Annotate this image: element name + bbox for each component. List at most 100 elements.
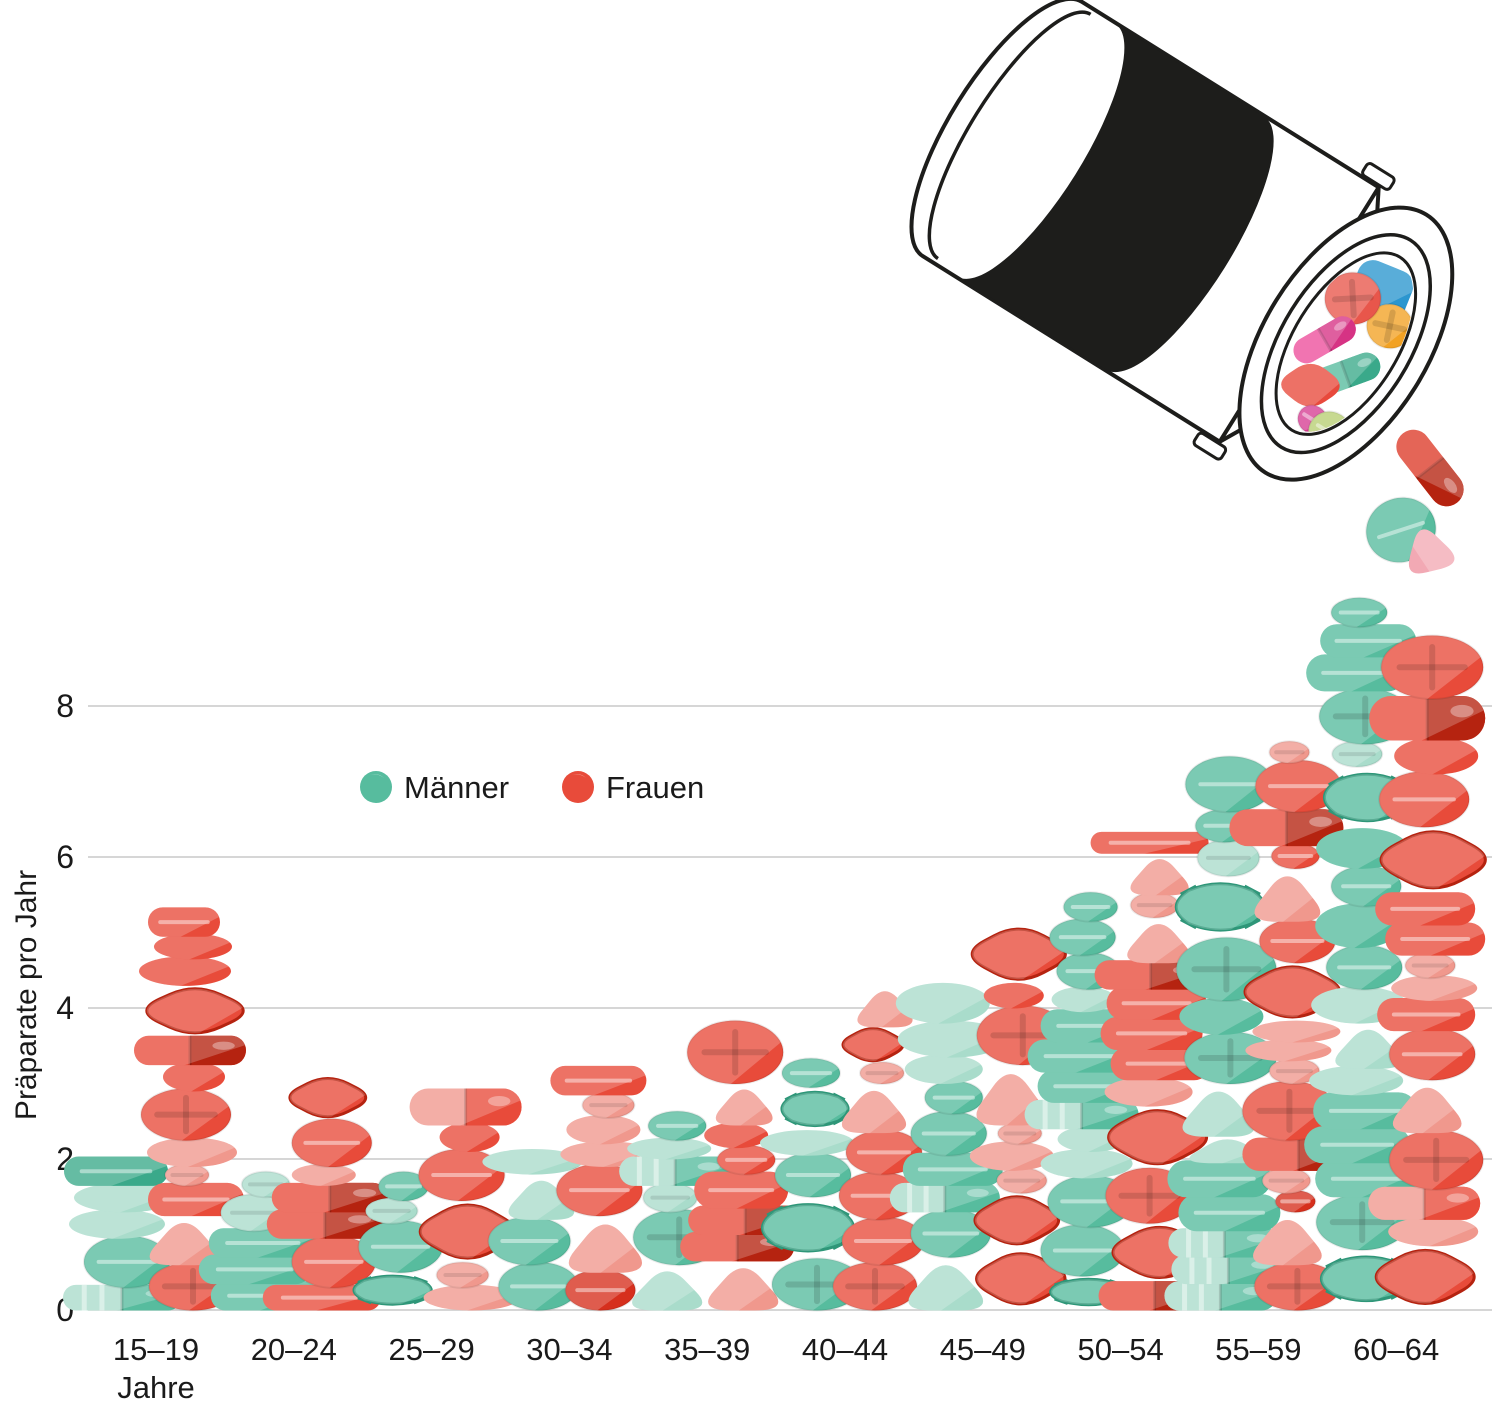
diamond-pill-icon bbox=[970, 927, 1067, 981]
stack-frauen-20-24 bbox=[262, 1077, 388, 1311]
legend: Männer Frauen bbox=[360, 770, 704, 805]
oval-pill-icon bbox=[423, 1284, 520, 1311]
circle-pill-icon bbox=[564, 1268, 637, 1312]
pill-pill-icon bbox=[262, 1284, 381, 1311]
circle-pill-icon bbox=[1268, 1057, 1321, 1086]
oval-pill-icon bbox=[904, 1054, 983, 1084]
circle-pill-icon bbox=[1196, 838, 1261, 878]
circle-pill-icon bbox=[164, 1163, 210, 1187]
oval-pill-icon bbox=[760, 1130, 854, 1156]
capsule-pill-icon bbox=[889, 1182, 1000, 1213]
cross-pill-icon bbox=[1388, 1129, 1485, 1191]
oval-pill-icon bbox=[704, 1122, 769, 1149]
cross-pill-icon bbox=[1380, 634, 1485, 700]
circle-pill-icon bbox=[377, 1170, 430, 1203]
pill-bottle-illustration bbox=[909, 0, 1471, 582]
diamond-pill-icon bbox=[1280, 362, 1341, 408]
diamond-pill-icon bbox=[841, 1027, 905, 1063]
capsule-pill-icon bbox=[1164, 1281, 1277, 1311]
triangle-pill-icon bbox=[1130, 859, 1189, 896]
pill-bottle bbox=[909, 0, 1455, 482]
circle-pill-icon bbox=[996, 1121, 1043, 1146]
legend-label: Männer bbox=[404, 770, 509, 805]
oval-pill-icon bbox=[1309, 1065, 1404, 1096]
triangle-pill-icon bbox=[1253, 1220, 1322, 1266]
oval-pill-icon bbox=[895, 982, 990, 1024]
legend-swatch-pill-icon bbox=[360, 771, 392, 803]
circle-pill-icon bbox=[364, 1197, 419, 1225]
oval-pill-icon bbox=[291, 1164, 356, 1186]
oval-pill-icon bbox=[1391, 975, 1478, 1001]
stack-frauen-25-29 bbox=[409, 1088, 522, 1311]
capsule-pill-icon bbox=[1229, 809, 1344, 847]
capsule-pill-icon bbox=[1288, 311, 1361, 369]
x-axis-label: 20–24 bbox=[251, 1332, 337, 1367]
capsule-pill-icon bbox=[134, 1035, 246, 1066]
circle-pill-icon bbox=[290, 1117, 373, 1169]
triangle-pill-icon bbox=[708, 1268, 779, 1311]
pill-pill-icon bbox=[1375, 892, 1476, 926]
pill-pill-icon bbox=[64, 1156, 168, 1186]
stack-frauen-60-64 bbox=[1368, 634, 1487, 1305]
circle-pill-icon bbox=[1325, 944, 1404, 991]
oval-pill-icon bbox=[1104, 1077, 1193, 1107]
pill-pill-icon bbox=[148, 907, 220, 937]
capsule-pill-icon bbox=[1368, 1186, 1481, 1220]
circle-pill-icon bbox=[642, 1181, 699, 1214]
x-axis-label: 30–34 bbox=[526, 1332, 612, 1367]
pill-pill-icon bbox=[1167, 1160, 1272, 1198]
circle-pill-icon bbox=[1330, 596, 1389, 629]
x-axis-label: 25–29 bbox=[388, 1332, 474, 1367]
oval-pill-icon bbox=[1394, 737, 1479, 775]
oval-pill-icon bbox=[1245, 1039, 1332, 1062]
oval-pill-icon bbox=[1179, 997, 1264, 1035]
pill-stacks bbox=[63, 596, 1487, 1312]
legend-item-maenner: Männer bbox=[360, 770, 509, 805]
pill-pill-icon bbox=[1027, 1039, 1134, 1073]
oval-pill-icon bbox=[147, 1137, 237, 1168]
pill-pill-icon bbox=[694, 1171, 789, 1209]
stack-maenner-40-44 bbox=[760, 1057, 863, 1312]
cross-pill-icon bbox=[686, 1019, 785, 1086]
circle-pill-icon bbox=[859, 1061, 905, 1085]
x-axis-label: 40–44 bbox=[802, 1332, 888, 1367]
x-axis-label: 15–19 bbox=[113, 1332, 199, 1367]
x-axis-label: 50–54 bbox=[1077, 1332, 1163, 1367]
oval-pill-icon bbox=[1040, 1148, 1133, 1179]
bottle-cap-tab bbox=[1192, 431, 1228, 461]
diamond-pill-icon bbox=[973, 1195, 1061, 1246]
circle-pill-icon bbox=[1062, 891, 1119, 923]
x-axis-label: 45–49 bbox=[940, 1332, 1026, 1367]
circle-pill-icon bbox=[1261, 1166, 1312, 1195]
legend-label: Frauen bbox=[606, 770, 704, 805]
diamond-pill-icon bbox=[975, 1252, 1067, 1306]
y-tick-label-4: 4 bbox=[56, 990, 74, 1026]
triangle-pill-icon bbox=[1182, 1091, 1255, 1137]
cross-pill-icon bbox=[832, 1261, 918, 1312]
oval-pill-icon bbox=[439, 1122, 500, 1152]
oval-pill-icon bbox=[69, 1209, 165, 1239]
lens-pill-icon bbox=[1174, 882, 1266, 932]
x-axis-label: 55–59 bbox=[1215, 1332, 1301, 1367]
circle-pill-icon bbox=[909, 1208, 992, 1259]
diamond-pill-icon bbox=[145, 987, 245, 1035]
pill-pill-icon bbox=[1304, 1126, 1411, 1164]
circle-pill-icon bbox=[435, 1261, 490, 1289]
oval-pill-icon bbox=[139, 956, 231, 986]
legend-item-frauen: Frauen bbox=[562, 770, 704, 805]
pill-pill-icon bbox=[1090, 831, 1209, 854]
circle-pill-icon bbox=[781, 1057, 841, 1089]
circle-pill-icon bbox=[1388, 1027, 1477, 1082]
x-axis-label: 60–64 bbox=[1353, 1332, 1439, 1367]
bottle-mouth-ring bbox=[1259, 233, 1433, 455]
circle-pill-icon bbox=[716, 1144, 777, 1176]
circle-pill-icon bbox=[647, 1110, 708, 1142]
x-axis-label: 35–39 bbox=[664, 1332, 750, 1367]
capsule-pill-icon bbox=[409, 1088, 522, 1126]
cross-pill-icon bbox=[1362, 299, 1417, 353]
x-axis-unit-label: Jahre bbox=[117, 1370, 195, 1405]
circle-pill-icon bbox=[1268, 740, 1311, 765]
oval-pill-icon bbox=[969, 1141, 1054, 1171]
